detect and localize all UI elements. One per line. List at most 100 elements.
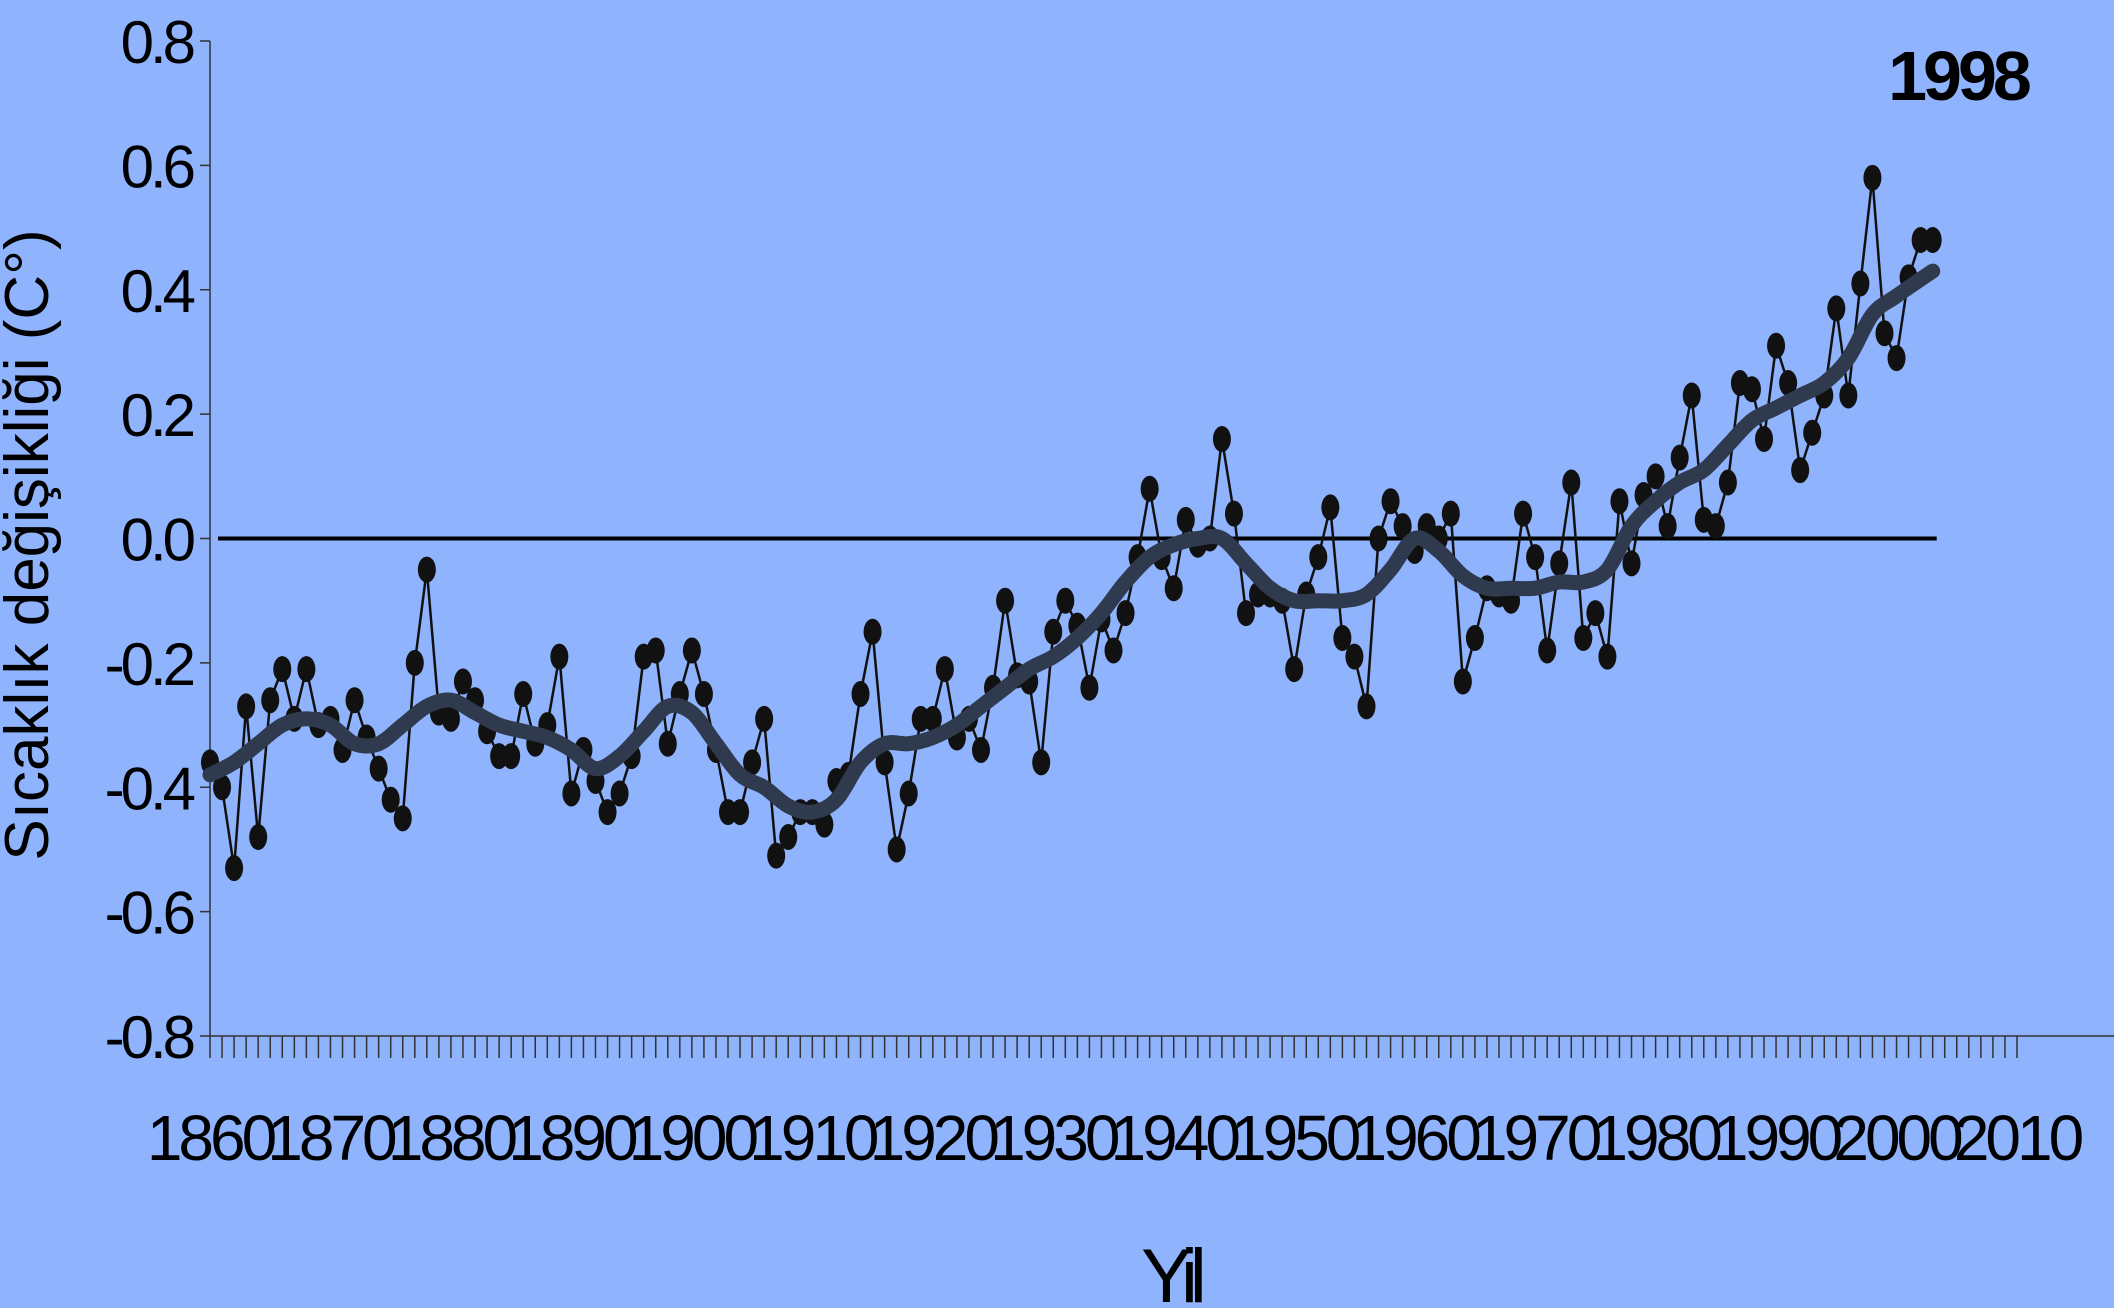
annual-anomaly-point: [1465, 625, 1484, 651]
annual-anomaly-point: [1116, 600, 1135, 627]
annual-anomaly-point: [1598, 643, 1617, 670]
annual-anomaly-point: [1610, 488, 1629, 515]
annual-anomaly-point: [1321, 494, 1340, 521]
annual-anomaly-point: [743, 749, 762, 776]
x-tick-label: 1970: [1472, 1102, 1601, 1174]
annual-anomaly-point: [610, 780, 629, 807]
annual-anomaly-point: [1080, 674, 1099, 701]
annual-anomaly-point: [1887, 345, 1906, 372]
y-axis-title: Sıcaklık değişikliği (C°): [0, 229, 62, 860]
annual-anomaly-point: [405, 649, 424, 676]
annual-anomaly-point: [1056, 587, 1075, 614]
annual-anomaly-point: [1453, 668, 1472, 695]
annual-anomaly-point: [1164, 575, 1183, 602]
x-axis-title: Yil: [1141, 1234, 1202, 1308]
annual-anomaly-point: [1658, 513, 1677, 540]
annual-anomaly-point: [694, 680, 713, 707]
x-tick-label: 2010: [1954, 1102, 2083, 1174]
annual-anomaly-point: [550, 643, 569, 670]
x-tick-label: 1930: [990, 1102, 1119, 1174]
x-tick-label: 1990: [1713, 1102, 1842, 1174]
x-tick-label: 1900: [629, 1102, 758, 1174]
annual-anomaly-point: [971, 736, 990, 763]
annual-anomaly-point: [453, 668, 472, 695]
annual-anomaly-point: [1381, 488, 1400, 515]
annual-anomaly-point: [1646, 463, 1665, 490]
y-tick-label: -0.2: [105, 631, 194, 698]
annual-anomaly-point: [1044, 618, 1063, 645]
annual-anomaly-point: [369, 755, 388, 782]
annual-anomaly-point: [1791, 457, 1810, 484]
annual-anomaly-point: [1369, 525, 1388, 552]
x-tick-label: 1950: [1231, 1102, 1360, 1174]
annual-anomaly-point: [225, 855, 244, 882]
annual-anomaly-point: [996, 587, 1015, 614]
annual-anomaly-point: [1176, 506, 1195, 533]
x-tick-label: 1960: [1351, 1102, 1480, 1174]
annual-anomaly-point: [1212, 426, 1231, 452]
y-tick-label: 0.2: [121, 382, 194, 449]
annual-anomaly-point: [1562, 469, 1581, 496]
series: [201, 164, 1942, 882]
annual-anomaly-point: [237, 693, 256, 720]
y-tick-label: -0.6: [105, 880, 194, 947]
x-tick-label: 1880: [388, 1102, 517, 1174]
annual-anomaly-point: [1851, 270, 1870, 297]
annual-anomaly-point: [1357, 693, 1376, 720]
y-tick-label: 0.4: [121, 258, 195, 325]
annual-anomaly-point: [779, 824, 798, 850]
annual-anomaly-point: [213, 774, 232, 801]
x-tick-label: 1870: [267, 1102, 396, 1174]
annual-anomaly-point: [1333, 625, 1352, 651]
annual-anomaly-point: [1514, 500, 1533, 527]
annual-anomaly-point: [381, 786, 400, 813]
annual-anomaly-point: [1345, 643, 1364, 670]
annual-anomaly-point: [1839, 382, 1858, 409]
annual-anomaly-point: [1670, 444, 1689, 471]
annual-anomaly-point: [1755, 426, 1774, 452]
annual-anomaly-point: [502, 743, 521, 770]
annual-anomaly-point: [1538, 637, 1557, 664]
annual-anomaly-point: [249, 824, 268, 850]
y-tick-label: 0.0: [121, 507, 195, 574]
annual-anomaly-point: [598, 799, 617, 826]
annual-anomaly-point: [1682, 382, 1701, 409]
annual-anomaly-point: [1393, 513, 1412, 540]
annual-anomaly-point: [1441, 500, 1460, 527]
annual-anomaly-point: [273, 656, 292, 683]
x-tick-label: 2000: [1833, 1102, 1962, 1174]
annual-anomaly-point: [1706, 513, 1725, 540]
annual-anomaly-point: [1237, 600, 1256, 627]
annual-anomaly-point: [1875, 320, 1894, 347]
annual-anomaly-point: [1032, 749, 1051, 776]
annual-anomaly-point: [851, 680, 870, 707]
annual-anomaly-point: [923, 705, 942, 732]
x-tick-label: 1860: [147, 1102, 276, 1174]
annual-anomaly-point: [297, 656, 316, 683]
smoothed-trend-line: [202, 263, 1941, 820]
x-tick-label: 1940: [1111, 1102, 1240, 1174]
peak-year-annotation: 1998: [1888, 37, 2030, 115]
y-tick-label: -0.4: [105, 755, 195, 822]
annual-anomaly-point: [1140, 475, 1159, 502]
axes: [209, 41, 2114, 1037]
annual-anomaly-point: [1622, 550, 1641, 577]
annual-anomaly-point: [1767, 332, 1786, 359]
y-tick-label: 0.8: [121, 9, 194, 76]
annual-anomaly-point: [1309, 544, 1328, 571]
annual-anomaly-point: [875, 749, 894, 776]
annual-anomaly-point: [863, 618, 882, 645]
annual-anomaly-point: [562, 780, 581, 807]
annual-anomaly-point: [731, 799, 750, 826]
x-tick-label: 1890: [508, 1102, 637, 1174]
annual-anomaly-point: [1574, 625, 1593, 651]
annual-anomaly-point: [658, 730, 677, 757]
annual-anomaly-point: [441, 705, 460, 732]
annual-anomaly-point: [1104, 637, 1123, 664]
annual-anomaly-point: [514, 680, 533, 707]
annual-anomaly-point: [646, 637, 665, 664]
annual-anomaly-point: [1285, 656, 1304, 683]
annual-anomaly-point: [1718, 469, 1737, 496]
